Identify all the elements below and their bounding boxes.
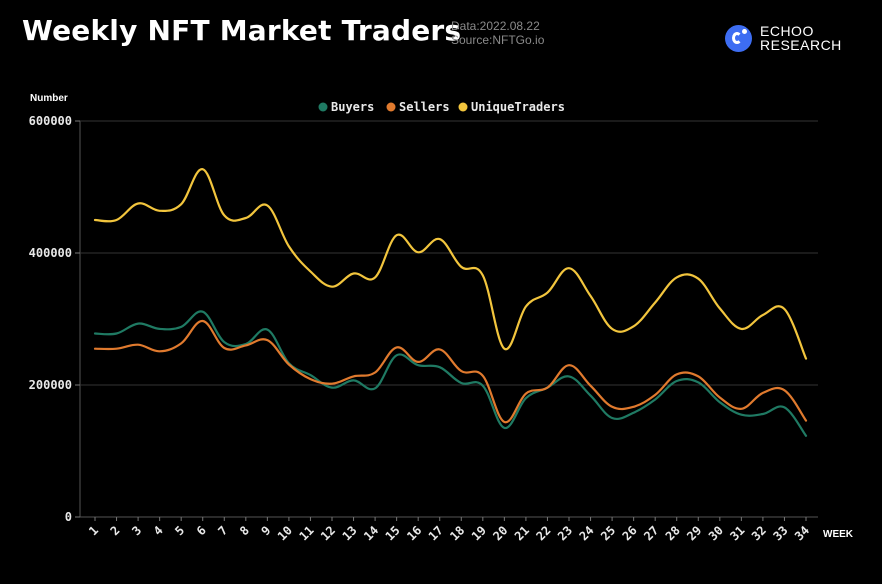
y-tick-label: 200000 — [29, 378, 72, 392]
series-lines — [93, 168, 808, 437]
x-tick-label: 12 — [318, 523, 338, 543]
brand-logo-block: ECHOO RESEARCH — [725, 24, 842, 52]
y-axis-ticks: 0 200000 400000 600000 — [29, 114, 72, 524]
x-tick-label: 13 — [340, 523, 360, 543]
x-tick-label: 26 — [620, 523, 640, 543]
series-line-buyers — [93, 310, 808, 437]
brand-line-1: ECHOO — [760, 23, 814, 39]
y-tick-label: 600000 — [29, 114, 72, 128]
x-tick-label: 17 — [426, 523, 446, 543]
x-tick-label: 16 — [404, 523, 424, 543]
y-axis-label: Number — [30, 93, 68, 104]
legend-label: UniqueTraders — [471, 100, 565, 114]
legend-marker — [458, 102, 468, 112]
brand-name: ECHOO RESEARCH — [760, 24, 842, 52]
date-line: Data:2022.08.22 — [451, 19, 540, 33]
x-tick-label: 32 — [749, 523, 769, 543]
brand-line-2: RESEARCH — [760, 37, 842, 53]
chart-meta: Data:2022.08.22 Source:NFTGo.io — [451, 19, 544, 47]
legend-label: Buyers — [331, 100, 374, 114]
series-line-sellers — [93, 319, 808, 424]
x-tick-label: 24 — [577, 523, 597, 543]
x-tick-label: 28 — [663, 523, 683, 543]
grid-lines — [75, 120, 818, 521]
x-tick-label: 1 — [86, 523, 101, 538]
x-tick-label: 9 — [258, 523, 273, 538]
x-tick-label: 7 — [215, 523, 230, 538]
legend-marker — [318, 102, 328, 112]
source-line: Source:NFTGo.io — [451, 33, 545, 47]
x-tick-label: 27 — [641, 523, 661, 543]
x-tick-label: 25 — [598, 523, 618, 543]
x-tick-label: 33 — [770, 523, 790, 543]
x-tick-label: 21 — [512, 523, 532, 543]
x-tick-label: 34 — [792, 523, 812, 543]
x-tick-label: 8 — [237, 523, 252, 538]
x-tick-label: 23 — [555, 523, 575, 543]
x-tick-label: 31 — [727, 523, 747, 543]
x-tick-label: 6 — [194, 523, 209, 538]
x-tick-label: 19 — [469, 523, 489, 543]
chart-title: Weekly NFT Market Traders — [22, 14, 462, 47]
x-tick-label: 3 — [129, 523, 144, 538]
x-tick-label: 30 — [706, 523, 726, 543]
x-axis-label: WEEK — [823, 529, 854, 540]
legend: Buyers Sellers UniqueTraders — [318, 100, 565, 114]
x-tick-label: 18 — [447, 523, 467, 543]
y-tick-label: 0 — [65, 510, 72, 524]
legend-marker — [386, 102, 396, 112]
x-tick-label: 4 — [151, 523, 166, 538]
x-tick-label: 5 — [172, 523, 187, 538]
legend-label: Sellers — [399, 100, 450, 114]
x-tick-label: 10 — [275, 523, 295, 543]
series-line-uniquetraders — [93, 168, 808, 360]
x-tick-label: 14 — [361, 523, 381, 543]
x-axis-ticks: 1 2 3 4 5 6 7 8 9 10 11 12 13 14 15 16 17 18 19 20 21 22 23 24 2… — [86, 523, 812, 543]
echoo-logo-icon — [725, 24, 752, 52]
y-tick-label: 400000 — [29, 246, 72, 260]
x-tick-label: 11 — [296, 523, 316, 543]
x-tick-label: 15 — [383, 523, 403, 543]
x-tick-label: 22 — [533, 523, 553, 543]
x-tick-label: 20 — [490, 523, 510, 543]
x-tick-label: 2 — [108, 523, 123, 538]
x-tick-label: 29 — [684, 523, 704, 543]
